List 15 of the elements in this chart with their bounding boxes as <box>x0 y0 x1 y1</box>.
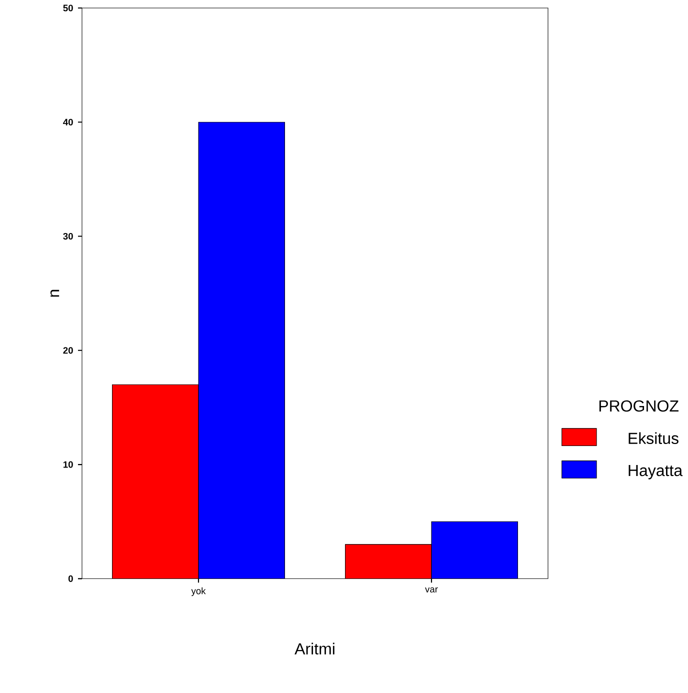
bar <box>431 521 518 579</box>
y-tick-label: 50 <box>63 4 73 12</box>
legend-label: Hayatta <box>628 464 683 480</box>
y-tick-label: 0 <box>68 575 73 582</box>
bar <box>198 122 286 579</box>
x-tick-label: var <box>425 587 438 592</box>
y-tick-label: 10 <box>64 461 73 468</box>
legend-title: PROGNOZ <box>599 400 679 412</box>
y-axis-title: n <box>50 290 60 297</box>
x-axis-title: Aritmi <box>294 642 334 654</box>
y-tick-label: 20 <box>63 347 73 354</box>
x-tick-label: yok <box>191 587 206 596</box>
y-tick-label: 30 <box>63 232 73 240</box>
y-tick-label: 40 <box>63 118 73 126</box>
legend-label: Eksitus <box>628 432 678 444</box>
